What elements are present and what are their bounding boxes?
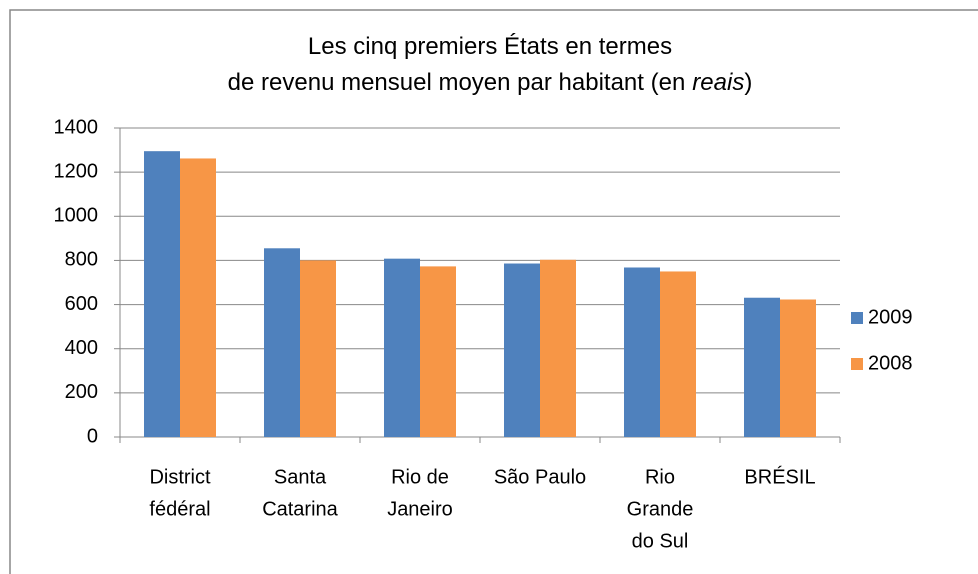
x-tick-label: Grande [627,498,694,520]
x-tick-label: BRÉSIL [744,465,815,488]
y-tick-label: 0 [87,425,98,447]
title-line: Les cinq premiers États en termes [308,33,672,60]
bar [540,259,576,437]
title-line: ) [744,69,752,96]
y-tick-label: 200 [65,381,98,403]
title-italic: reais [692,69,744,96]
y-tick-label: 400 [65,337,98,359]
bar [624,267,660,437]
x-tick-label: Rio [645,466,675,488]
x-tick-label: Santa [274,466,327,488]
x-tick-label: Rio de [391,466,449,488]
y-tick-label: 1400 [54,116,99,138]
chart-title: de revenu mensuel moyen par habitant (en… [228,69,753,96]
title-line: de revenu mensuel moyen par habitant (en [228,69,686,96]
bar [264,248,300,437]
chart-title: Les cinq premiers États en termes [308,33,672,60]
y-tick-label: 800 [65,249,98,271]
bar [144,151,180,438]
bar [180,158,216,438]
bar [744,297,780,437]
legend-label: 2009 [868,306,913,328]
legend-swatch [851,312,863,324]
legend-swatch [851,358,863,370]
x-tick-label: do Sul [632,530,689,552]
bar [660,271,696,437]
y-tick-label: 1000 [54,205,99,227]
x-tick-label: Janeiro [387,498,453,520]
x-tick-label: Catarina [262,498,338,520]
bar [504,263,540,437]
y-tick-label: 1200 [54,160,99,182]
x-tick-label: District [149,466,211,488]
bar [780,299,816,437]
bar [384,258,420,437]
bar [420,266,456,437]
x-tick-label: São Paulo [494,466,586,488]
x-tick-label: fédéral [149,498,210,520]
legend-label: 2008 [868,352,913,374]
bar [300,260,336,437]
y-tick-label: 600 [65,293,98,315]
